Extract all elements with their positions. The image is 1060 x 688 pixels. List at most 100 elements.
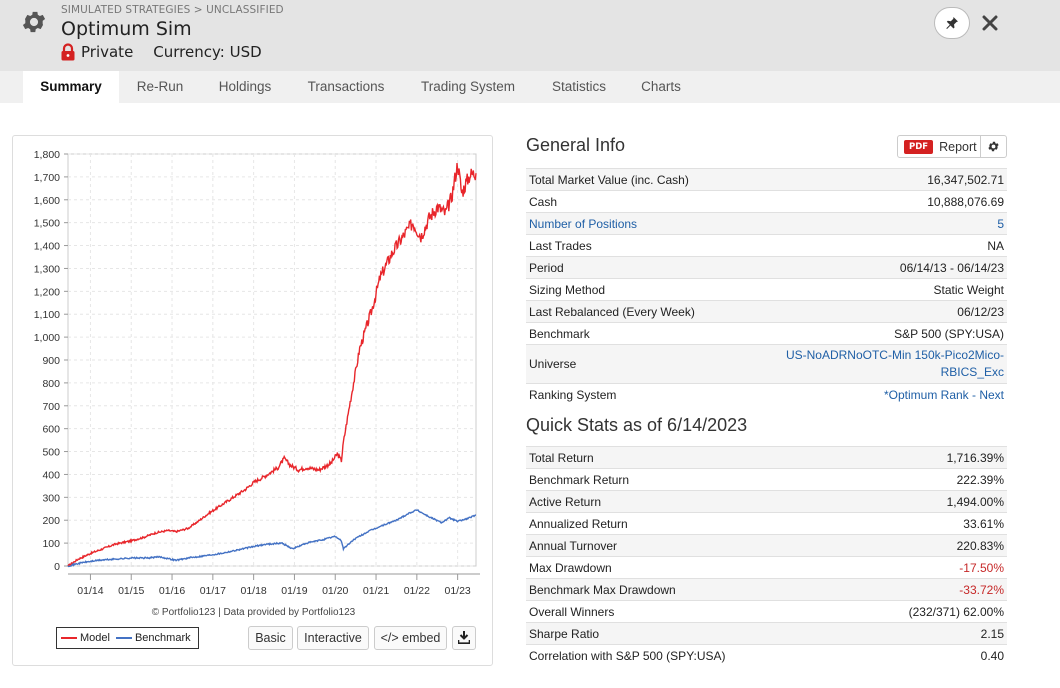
stat-value: 222.39% bbox=[846, 468, 1007, 491]
stat-label: Active Return bbox=[526, 490, 847, 513]
legend-model[interactable]: Model bbox=[61, 632, 110, 644]
stat-label: Total Return bbox=[526, 446, 847, 469]
close-icon bbox=[982, 15, 998, 31]
quick-stats-title: Quick Stats as of 6/14/2023 bbox=[526, 415, 748, 435]
interactive-button[interactable]: Interactive bbox=[297, 626, 369, 650]
x-tick-label: 01/18 bbox=[240, 585, 266, 597]
pin-button[interactable] bbox=[934, 7, 970, 39]
legend-benchmark-swatch bbox=[115, 637, 132, 639]
universe-link[interactable]: US-NoADRNoOTC-Min 150k-Pico2Mico- RBICS_E… bbox=[734, 344, 1007, 384]
y-tick-label: 100 bbox=[42, 538, 60, 550]
performance-chart[interactable]: 1,800 1,700 1,600 1,500 1,400 1,300 1,200 1,100… bbox=[13, 136, 494, 606]
stat-value: 2.15 bbox=[846, 622, 1007, 645]
tab-holdings[interactable]: Holdings bbox=[218, 79, 272, 94]
universe-line-1: US-NoADRNoOTC-Min 150k-Pico2Mico- bbox=[785, 348, 1004, 362]
y-tick-label: 1,600 bbox=[34, 195, 60, 207]
stat-label: Annual Turnover bbox=[526, 534, 847, 557]
stat-value: 1,716.39% bbox=[846, 446, 1007, 469]
performance-chart-panel: 1,800 1,700 1,600 1,500 1,400 1,300 1,200 1,100… bbox=[12, 135, 493, 666]
legend-benchmark-label: Benchmark bbox=[134, 632, 191, 644]
chart-credit: © Portfolio123 | Data provided by Portfo… bbox=[151, 607, 356, 618]
page-title: Optimum Sim bbox=[61, 18, 192, 40]
y-tick-label: 1,000 bbox=[34, 332, 60, 344]
y-tick-label: 1,300 bbox=[34, 263, 60, 275]
app-header: SIMULATED STRATEGIES > UNCLASSIFIED Opti… bbox=[0, 0, 1060, 71]
y-tick-label: 1,100 bbox=[34, 309, 60, 321]
stat-label: Overall Winners bbox=[526, 600, 847, 623]
embed-button[interactable]: </> embed bbox=[374, 626, 447, 650]
general-info-title: General Info bbox=[526, 135, 626, 155]
stat-label: Benchmark Max Drawdown bbox=[526, 578, 847, 601]
x-tick-label: 01/21 bbox=[363, 585, 389, 597]
quick-stats-table: Total Return 1,716.39% Benchmark Return 22… bbox=[526, 446, 1007, 667]
x-tick-label: 01/14 bbox=[77, 585, 103, 597]
table-row: Period 06/14/13 - 06/14/23 bbox=[526, 256, 1007, 279]
table-row: Total Market Value (inc. Cash) 16,347,502… bbox=[526, 168, 1007, 191]
positions-count-link[interactable]: 5 bbox=[734, 212, 1007, 235]
table-row: Sharpe Ratio 2.15 bbox=[526, 622, 1007, 645]
number-of-positions-link[interactable]: Number of Positions bbox=[526, 212, 735, 235]
info-label: Period bbox=[526, 256, 735, 279]
y-tick-label: 1,800 bbox=[34, 149, 60, 161]
info-value: Static Weight bbox=[734, 278, 1007, 301]
x-tick-label: 01/22 bbox=[404, 585, 430, 597]
pin-icon bbox=[946, 17, 958, 29]
info-label: Sizing Method bbox=[526, 278, 735, 301]
table-row: Number of Positions 5 bbox=[526, 212, 1007, 235]
legend-model-swatch bbox=[61, 637, 77, 639]
y-tick-label: 1,500 bbox=[34, 218, 60, 230]
table-row: Total Return 1,716.39% bbox=[526, 446, 1007, 469]
report-label: Report bbox=[939, 139, 977, 154]
y-tick-label: 300 bbox=[42, 492, 60, 504]
table-row: Active Return 1,494.00% bbox=[526, 490, 1007, 513]
gear-icon[interactable] bbox=[20, 8, 48, 36]
tab-statistics[interactable]: Statistics bbox=[551, 79, 606, 94]
gear-icon bbox=[988, 141, 999, 152]
tab-summary[interactable]: Summary bbox=[23, 71, 119, 103]
universe-line-2: RBICS_Exc bbox=[940, 365, 1004, 379]
stat-label: Benchmark Return bbox=[526, 468, 847, 491]
ranking-system-link[interactable]: *Optimum Rank - Next bbox=[734, 383, 1007, 406]
tab-trading-system[interactable]: Trading System bbox=[420, 79, 516, 94]
legend-benchmark[interactable]: Benchmark bbox=[115, 632, 191, 644]
pdf-icon: PDF bbox=[904, 139, 934, 154]
report-settings-button[interactable] bbox=[980, 136, 1006, 157]
tab-charts[interactable]: Charts bbox=[641, 79, 681, 94]
tab-transactions[interactable]: Transactions bbox=[307, 79, 385, 94]
y-tick-label: 700 bbox=[42, 401, 60, 413]
info-value: S&P 500 (SPY:USA) bbox=[734, 322, 1007, 345]
x-tick-label: 01/20 bbox=[322, 585, 348, 597]
info-label: Ranking System bbox=[526, 383, 735, 406]
table-row: Max Drawdown -17.50% bbox=[526, 556, 1007, 579]
tab-rerun[interactable]: Re-Run bbox=[136, 79, 184, 94]
report-button[interactable]: PDF Report bbox=[897, 135, 1007, 158]
privacy-label: Private bbox=[81, 43, 134, 61]
table-row: Cash 10,888,076.69 bbox=[526, 190, 1007, 213]
y-tick-label: 500 bbox=[42, 447, 60, 459]
stat-value: 33.61% bbox=[846, 512, 1007, 535]
strategy-meta: Private Currency: USD bbox=[61, 43, 262, 61]
info-label: Benchmark bbox=[526, 322, 735, 345]
stat-value: -33.72% bbox=[846, 578, 1007, 601]
close-button[interactable] bbox=[972, 7, 1008, 39]
stat-label: Max Drawdown bbox=[526, 556, 847, 579]
y-tick-label: 800 bbox=[42, 378, 60, 390]
stat-label: Correlation with S&P 500 (SPY:USA) bbox=[526, 644, 847, 667]
stat-value: 220.83% bbox=[846, 534, 1007, 557]
table-row: Last Trades NA bbox=[526, 234, 1007, 257]
y-tick-label: 1,700 bbox=[34, 172, 60, 184]
table-row: Overall Winners (232/371) 62.00% bbox=[526, 600, 1007, 623]
x-tick-label: 01/19 bbox=[281, 585, 307, 597]
table-row: Correlation with S&P 500 (SPY:USA) 0.40 bbox=[526, 644, 1007, 667]
y-tick-label: 900 bbox=[42, 355, 60, 367]
info-value: 16,347,502.71 bbox=[734, 168, 1007, 191]
x-tick-label: 01/15 bbox=[118, 585, 144, 597]
download-button[interactable] bbox=[452, 626, 476, 650]
table-row: Annualized Return 33.61% bbox=[526, 512, 1007, 535]
basic-button[interactable]: Basic bbox=[248, 626, 293, 650]
y-tick-label: 600 bbox=[42, 424, 60, 436]
currency-label: Currency: USD bbox=[153, 43, 262, 61]
info-value: 06/14/13 - 06/14/23 bbox=[734, 256, 1007, 279]
stat-value: -17.50% bbox=[846, 556, 1007, 579]
breadcrumb[interactable]: SIMULATED STRATEGIES > UNCLASSIFIED bbox=[61, 4, 284, 16]
